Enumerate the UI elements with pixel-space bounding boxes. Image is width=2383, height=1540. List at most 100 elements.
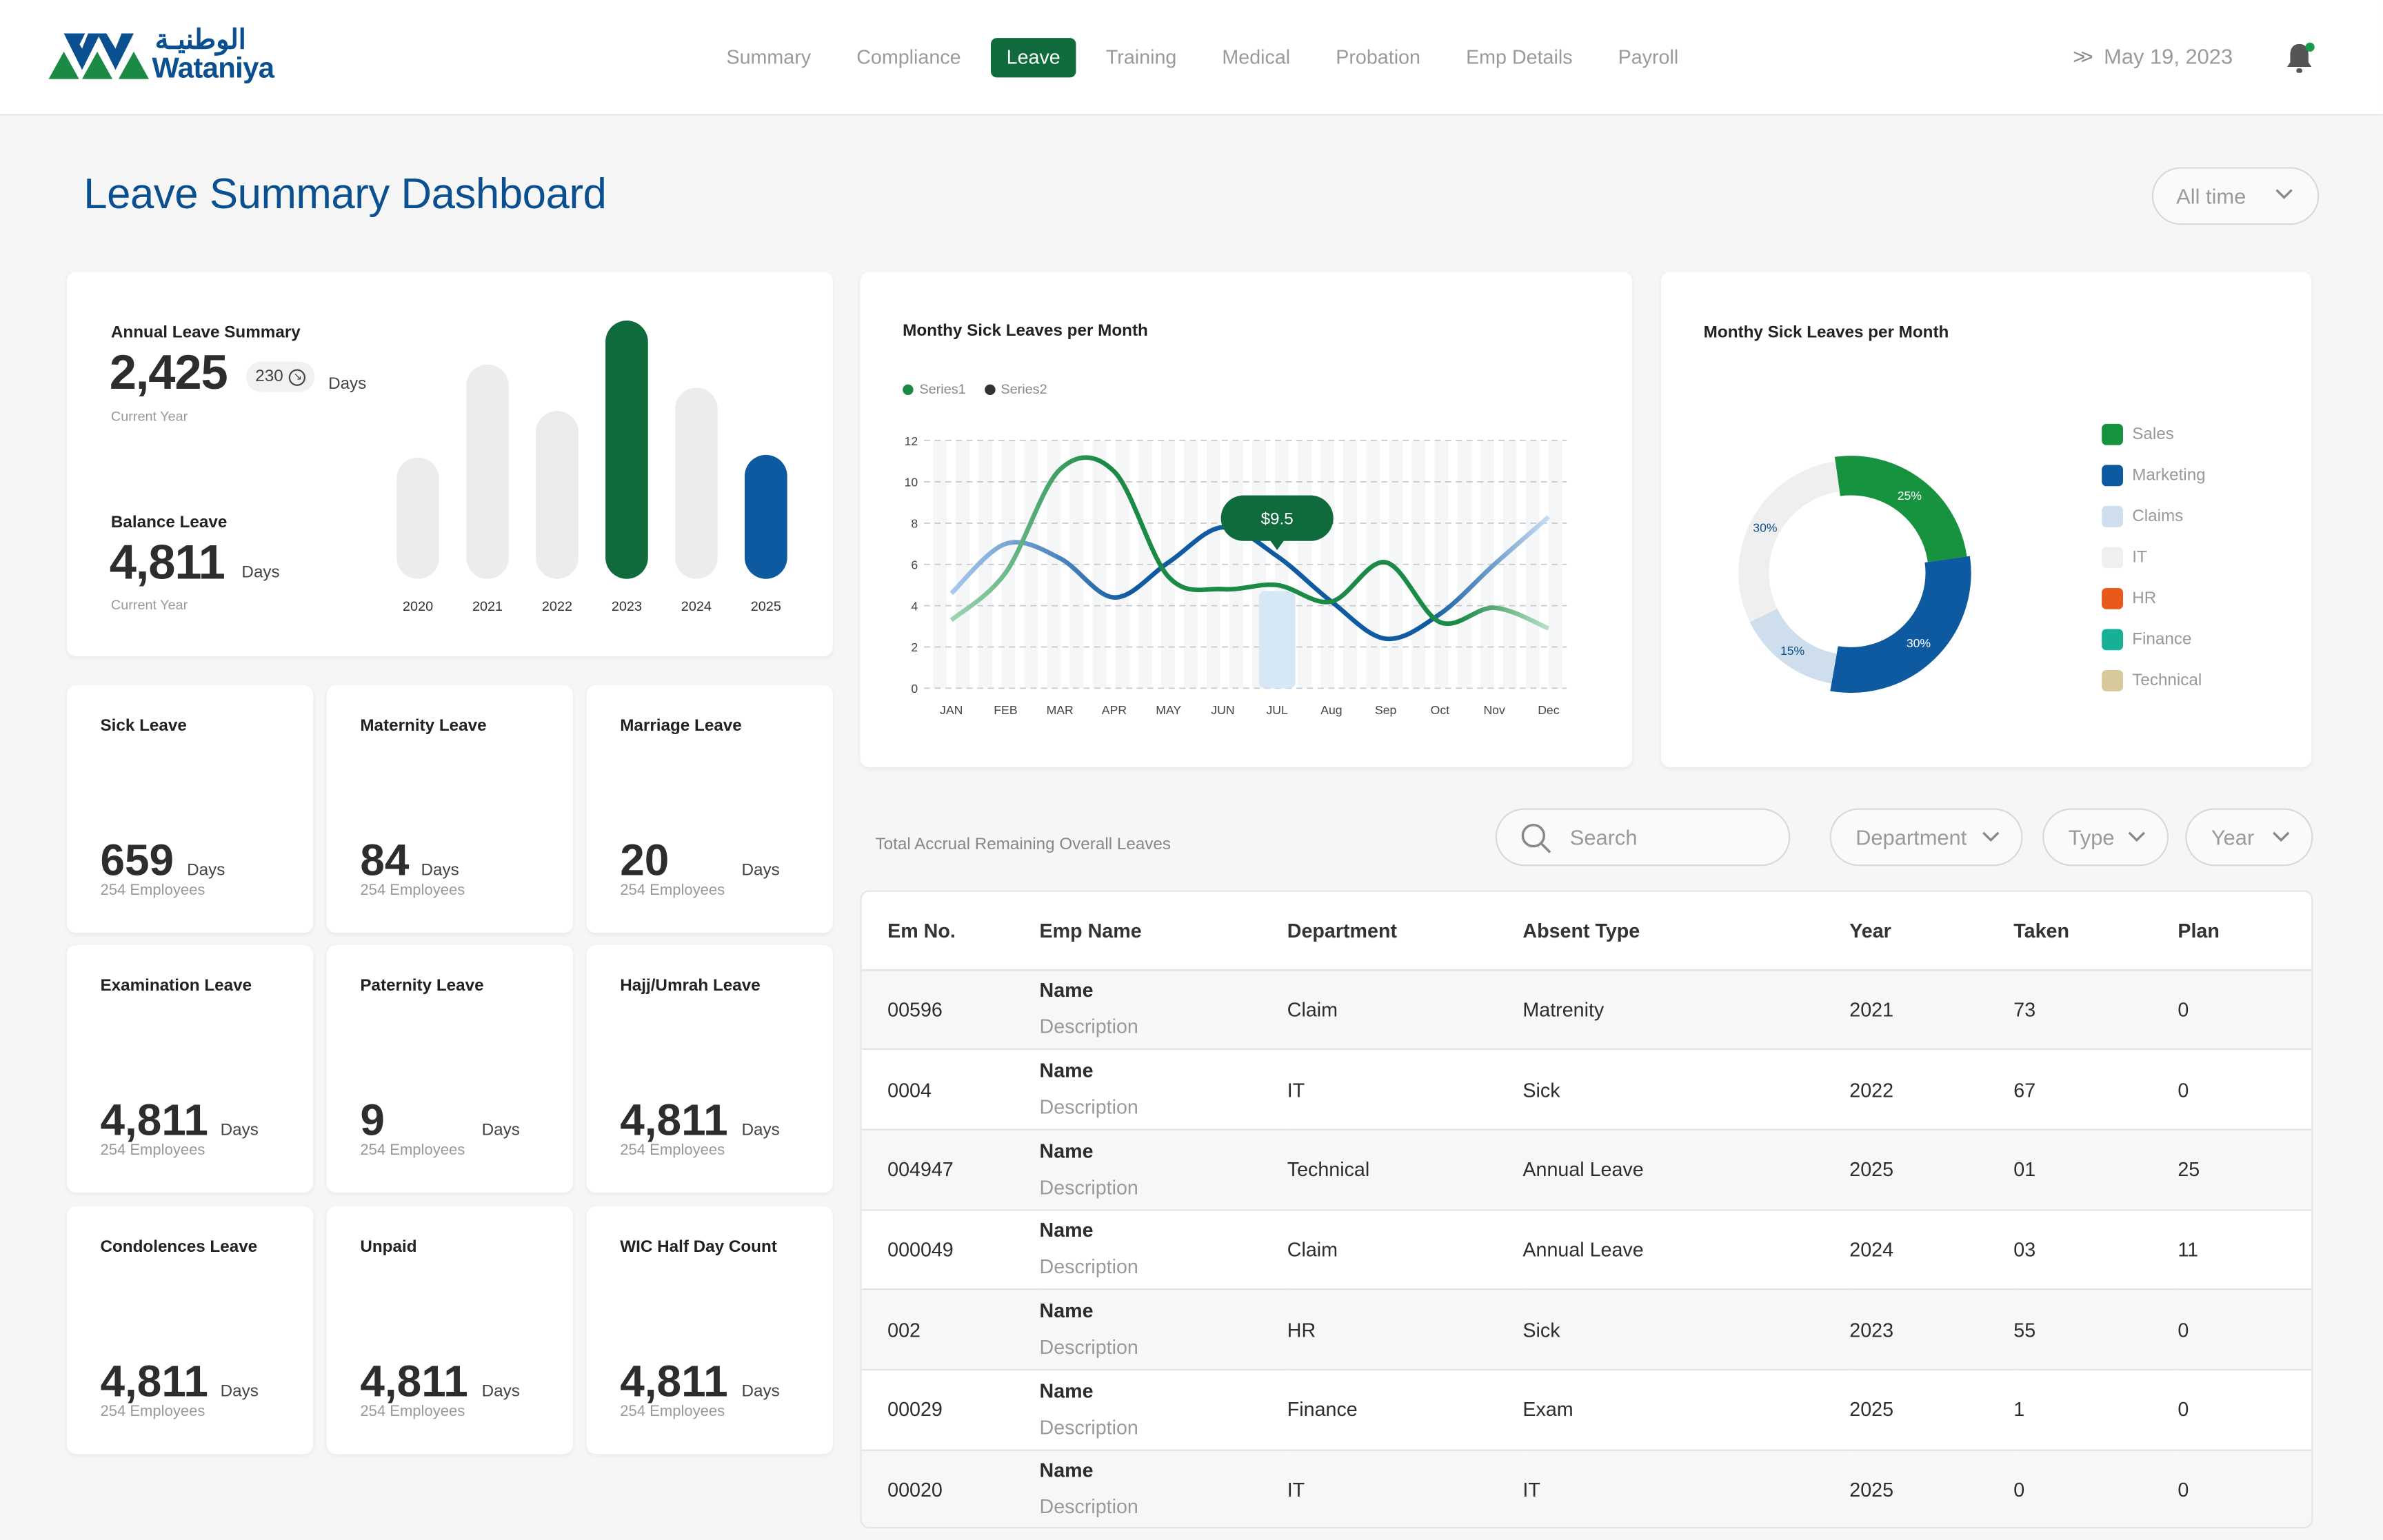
cell-absent-type: Sick — [1522, 1049, 1850, 1131]
emp-name: Name — [1039, 1299, 1094, 1322]
table-row[interactable]: 00596 Name Description Claim Matrenity 2021 73… — [861, 969, 2312, 1051]
column-header-plan[interactable]: Plan — [2178, 891, 2312, 971]
bar-2022[interactable] — [536, 411, 579, 579]
table-row[interactable]: 0004 Name Description IT Sick 2022 67 0 — [861, 1049, 2312, 1131]
column-header-emp-name[interactable]: Emp Name — [1039, 891, 1287, 971]
search-placeholder: Search — [1569, 824, 1638, 850]
legend-swatch — [2102, 423, 2123, 445]
table-row[interactable]: 004947 Name Description Technical Annual Lea… — [861, 1129, 2312, 1210]
stat-card-paternity-leave[interactable]: Paternity Leave 9 Days 254 Employees — [326, 944, 573, 1193]
legend-label: Claims — [2132, 507, 2184, 525]
donut-slice-claims[interactable] — [1749, 608, 1838, 684]
donut-slice-marketing[interactable] — [1830, 556, 1971, 693]
legend-item-it[interactable]: IT — [2102, 536, 2206, 578]
table-row[interactable]: 00029 Name Description Finance Exam 2025 1 0 — [861, 1369, 2312, 1450]
emp-description: Description — [1039, 1335, 1138, 1359]
cell-year: 2025 — [1849, 1129, 2014, 1210]
emp-name: Name — [1039, 1379, 1094, 1402]
date-display: >> May 19, 2023 — [2073, 44, 2233, 68]
bell-icon[interactable] — [2282, 41, 2315, 74]
stat-title: Hajj/Umrah Leave — [620, 977, 761, 995]
logo-arabic-text: الوطنيـة — [154, 24, 246, 55]
nav-tab-summary[interactable]: Summary — [726, 45, 812, 69]
bar-2020[interactable] — [396, 457, 439, 579]
series-line-series1[interactable] — [949, 455, 1550, 631]
cell-department: HR — [1287, 1289, 1523, 1370]
year-filter-dropdown[interactable]: Year — [2185, 808, 2313, 867]
bar-2025[interactable] — [744, 454, 787, 579]
annual-summary-title: Annual Leave Summary — [110, 323, 301, 342]
search-input[interactable]: Search — [1495, 808, 1791, 867]
legend-item-hr[interactable]: HR — [2102, 578, 2206, 619]
chart-tooltip — [1220, 495, 1334, 541]
bar-2021[interactable] — [466, 364, 509, 579]
stat-card-maternity-leave[interactable]: Maternity Leave 84 Days 254 Employees — [326, 685, 573, 933]
double-chevron-right-icon[interactable]: >> — [2073, 43, 2093, 69]
bar-2024[interactable] — [675, 387, 718, 579]
table-row[interactable]: 00020 Name Description IT IT 2025 0 0 — [861, 1449, 2312, 1528]
column-header-em-no[interactable]: Em No. — [861, 891, 1040, 971]
stat-card-marriage-leave[interactable]: Marriage Leave 20 Days 254 Employees — [586, 685, 833, 933]
y-tick-label: 0 — [911, 682, 918, 696]
line-chart-legend: Series1 Series2 — [903, 381, 1065, 396]
column-header-department[interactable]: Department — [1287, 891, 1523, 971]
period-filter-dropdown[interactable]: All time — [2151, 167, 2320, 225]
stat-title: Examination Leave — [100, 977, 252, 995]
department-filter-dropdown[interactable]: Department — [1829, 808, 2023, 867]
stat-card-unpaid[interactable]: Unpaid 4,811 Days 254 Employees — [326, 1206, 573, 1455]
legend-item-technical[interactable]: Technical — [2102, 660, 2206, 701]
nav-tab-emp-details[interactable]: Emp Details — [1466, 45, 1573, 69]
column-header-absent-type[interactable]: Absent Type — [1522, 891, 1850, 971]
nav-tab-training[interactable]: Training — [1105, 45, 1177, 69]
column-header-taken[interactable]: Taken — [2013, 891, 2178, 971]
legend-item-series1[interactable]: Series1 — [903, 381, 966, 396]
stat-title: Marriage Leave — [620, 717, 742, 736]
arrow-circle-icon: ↘ — [289, 368, 306, 385]
donut-slice-sales[interactable] — [1834, 456, 1967, 563]
y-tick-label: 6 — [911, 558, 918, 571]
legend-swatch — [2102, 628, 2123, 650]
table-row[interactable]: 002 Name Description HR Sick 2023 55 0 — [861, 1289, 2312, 1370]
cell-absent-type: Annual Leave — [1522, 1129, 1850, 1210]
bar-2023[interactable] — [605, 321, 648, 579]
cell-em-no: 002 — [861, 1289, 1040, 1370]
table-row[interactable]: 000049 Name Description Claim Annual Leave 20… — [861, 1209, 2312, 1290]
stat-value: 4,811 — [100, 1097, 208, 1146]
legend-swatch — [2102, 669, 2123, 691]
nav-tab-leave[interactable]: Leave — [991, 38, 1076, 78]
stat-unit: Days — [220, 1382, 259, 1401]
annual-summary-badge[interactable]: 230 ↘ — [246, 361, 316, 392]
donut-slice-it[interactable] — [1738, 461, 1840, 622]
cell-emp-name: Name Description — [1039, 1289, 1287, 1370]
legend-item-claims[interactable]: Claims — [2102, 496, 2206, 537]
balance-leave-sub: Current Year — [110, 597, 188, 613]
nav-tab-medical[interactable]: Medical — [1222, 45, 1291, 69]
emp-description: Description — [1039, 1015, 1138, 1039]
annual-summary-sub: Current Year — [110, 408, 188, 424]
stat-card-sick-leave[interactable]: Sick Leave 659 Days 254 Employees — [66, 685, 314, 933]
stat-card-examination-leave[interactable]: Examination Leave 4,811 Days 254 Employees — [66, 944, 314, 1193]
y-tick-label: 2 — [911, 640, 918, 654]
stat-value: 4,811 — [620, 1097, 728, 1146]
stat-card-wic-half-day-count[interactable]: WIC Half Day Count 4,811 Days 254 Employees — [586, 1206, 833, 1455]
legend-item-finance[interactable]: Finance — [2102, 618, 2206, 660]
column-header-year[interactable]: Year — [1849, 891, 2014, 971]
x-tick-label: APR — [1102, 703, 1127, 717]
balance-leave-title: Balance Leave — [110, 513, 228, 532]
stat-card-condolences-leave[interactable]: Condolences Leave 4,811 Days 254 Employees — [66, 1206, 314, 1455]
department-filter-label: Department — [1856, 824, 1967, 850]
nav-tab-payroll[interactable]: Payroll — [1618, 45, 1679, 69]
nav-tab-probation[interactable]: Probation — [1336, 45, 1420, 69]
type-filter-dropdown[interactable]: Type — [2042, 808, 2169, 867]
stat-title: Condolences Leave — [100, 1238, 258, 1257]
nav-tab-compliance[interactable]: Compliance — [856, 45, 961, 69]
grid-column — [1457, 440, 1471, 689]
legend-item-series2[interactable]: Series2 — [984, 381, 1047, 396]
legend-item-marketing[interactable]: Marketing — [2102, 454, 2206, 496]
stat-card-hajj-umrah-leave[interactable]: Hajj/Umrah Leave 4,811 Days 254 Employees — [586, 944, 833, 1193]
legend-swatch — [2102, 464, 2123, 486]
cell-department: Technical — [1287, 1129, 1523, 1210]
stat-employees: 254 Employees — [620, 1142, 725, 1159]
wataniya-logo[interactable]: الوطنيـة Wataniya — [48, 24, 277, 91]
legend-item-sales[interactable]: Sales — [2102, 413, 2206, 454]
